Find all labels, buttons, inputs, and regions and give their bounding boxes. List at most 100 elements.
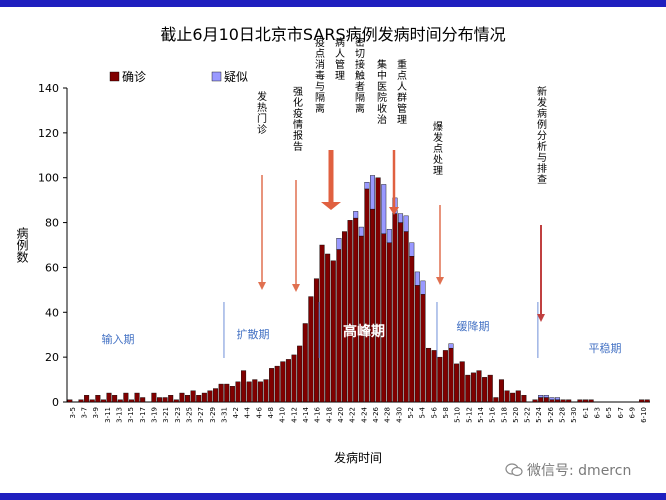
bar-confirmed xyxy=(392,213,398,403)
x-tick-label: 3-25 xyxy=(185,407,193,423)
bar-confirmed xyxy=(644,399,650,403)
annotation-char: 报 xyxy=(293,129,303,142)
bar-confirmed xyxy=(78,399,84,403)
y-tick-label: 80 xyxy=(45,217,59,230)
y-axis-label: 病例数 xyxy=(15,226,29,264)
x-tick-label: 4-26 xyxy=(372,406,380,422)
x-tick-label: 3-11 xyxy=(104,407,112,423)
x-tick-label: 6-5 xyxy=(605,407,613,418)
bar-confirmed xyxy=(465,374,471,403)
x-axis-label: 发病时间 xyxy=(334,450,382,465)
bar-confirmed xyxy=(213,388,219,403)
x-tick-label: 4-4 xyxy=(244,406,252,418)
annotation-char: 院 xyxy=(377,91,387,104)
annotation-arrow-head xyxy=(436,277,444,285)
bar-confirmed xyxy=(241,370,247,403)
bar-confirmed xyxy=(521,395,527,403)
x-tick-label: 5-6 xyxy=(430,406,438,418)
annotation-char: 爆 xyxy=(433,121,443,133)
bar-confirmed xyxy=(67,399,73,403)
bar-suspected xyxy=(398,213,404,223)
bar-suspected xyxy=(414,271,420,286)
bar-confirmed xyxy=(173,399,179,403)
bar-confirmed xyxy=(431,350,437,403)
x-tick-label: 5-14 xyxy=(477,406,485,422)
x-tick-label: 6-7 xyxy=(617,407,625,418)
annotation-char: 病 xyxy=(537,107,547,120)
bar-confirmed xyxy=(470,372,476,403)
annotation-char: 人 xyxy=(335,48,345,60)
annotation-char: 点 xyxy=(397,70,407,82)
annotation-char: 理 xyxy=(397,114,407,126)
annotation-char: 化 xyxy=(293,96,303,109)
bar-confirmed xyxy=(269,368,275,403)
annotation-char: 集 xyxy=(377,58,387,71)
bar-confirmed xyxy=(274,365,280,403)
annotation-char: 强 xyxy=(293,86,303,98)
x-tick-label: 4-10 xyxy=(279,407,287,423)
x-tick-label: 6-9 xyxy=(629,407,637,418)
phase-label: 缓降期 xyxy=(457,319,490,333)
bar-confirmed xyxy=(583,399,589,403)
x-tick-label: 3-13 xyxy=(115,407,123,423)
bar-confirmed xyxy=(448,347,454,403)
annotation-char: 病 xyxy=(335,36,345,49)
bar-confirmed xyxy=(482,377,488,403)
bar-confirmed xyxy=(185,395,191,403)
bar-confirmed xyxy=(112,395,118,403)
annotation-char: 离 xyxy=(315,102,325,115)
annotation-char: 密 xyxy=(355,36,365,49)
annotation-char: 发 xyxy=(537,96,547,109)
bar-suspected xyxy=(364,181,370,190)
bar-confirmed xyxy=(128,399,134,403)
annotation-char: 管 xyxy=(335,58,345,71)
annotation-char: 门 xyxy=(257,112,267,125)
annotation-char: 情 xyxy=(293,118,303,131)
x-tick-label: 4-12 xyxy=(290,407,298,423)
x-tick-label: 5-20 xyxy=(512,407,520,423)
bar-confirmed xyxy=(437,356,443,403)
annotation-char: 告 xyxy=(293,140,303,153)
bar-confirmed xyxy=(297,345,303,403)
annotation-char: 分 xyxy=(537,130,547,142)
bar-confirmed xyxy=(386,242,392,403)
bar-confirmed xyxy=(347,220,353,403)
bar-suspected xyxy=(381,184,387,234)
x-tick-label: 3-19 xyxy=(150,407,158,423)
bar-confirmed xyxy=(398,222,404,403)
bar-confirmed xyxy=(532,399,538,403)
annotation-char: 消 xyxy=(315,58,325,71)
top-blue-band xyxy=(0,0,666,7)
wechat-icon xyxy=(505,463,523,477)
annotation-char: 与 xyxy=(537,152,547,164)
annotation-arrow-head xyxy=(292,284,300,292)
annotation-char: 毒 xyxy=(315,69,325,82)
bar-confirmed xyxy=(313,278,319,403)
bar-confirmed xyxy=(498,379,504,403)
bar-confirmed xyxy=(263,379,269,403)
annotation-char: 触 xyxy=(355,69,365,82)
annotation-char: 诊 xyxy=(257,123,267,136)
bar-confirmed xyxy=(95,395,101,403)
x-tick-label: 5-24 xyxy=(535,406,543,422)
annotation-char: 收 xyxy=(377,102,387,115)
bar-suspected xyxy=(336,238,342,250)
bar-confirmed xyxy=(330,260,336,403)
bar-suspected xyxy=(358,226,364,237)
x-tick-label: 3-9 xyxy=(92,407,100,418)
x-tick-label: 4-28 xyxy=(384,407,392,423)
x-tick-label: 5-28 xyxy=(559,407,567,423)
bar-confirmed xyxy=(168,395,174,403)
bar-confirmed xyxy=(302,323,308,403)
phase-label: 平稳期 xyxy=(589,341,622,355)
y-tick-label: 0 xyxy=(52,396,59,409)
bar-confirmed xyxy=(364,188,370,403)
bar-confirmed xyxy=(370,208,376,403)
x-tick-label: 6-1 xyxy=(582,407,590,418)
bar-suspected xyxy=(543,395,549,398)
annotation-char: 接 xyxy=(355,58,365,71)
annotation-char: 管 xyxy=(397,102,407,115)
bar-confirmed xyxy=(156,397,162,403)
x-tick-label: 4-8 xyxy=(267,407,275,418)
bar-suspected xyxy=(549,397,555,400)
